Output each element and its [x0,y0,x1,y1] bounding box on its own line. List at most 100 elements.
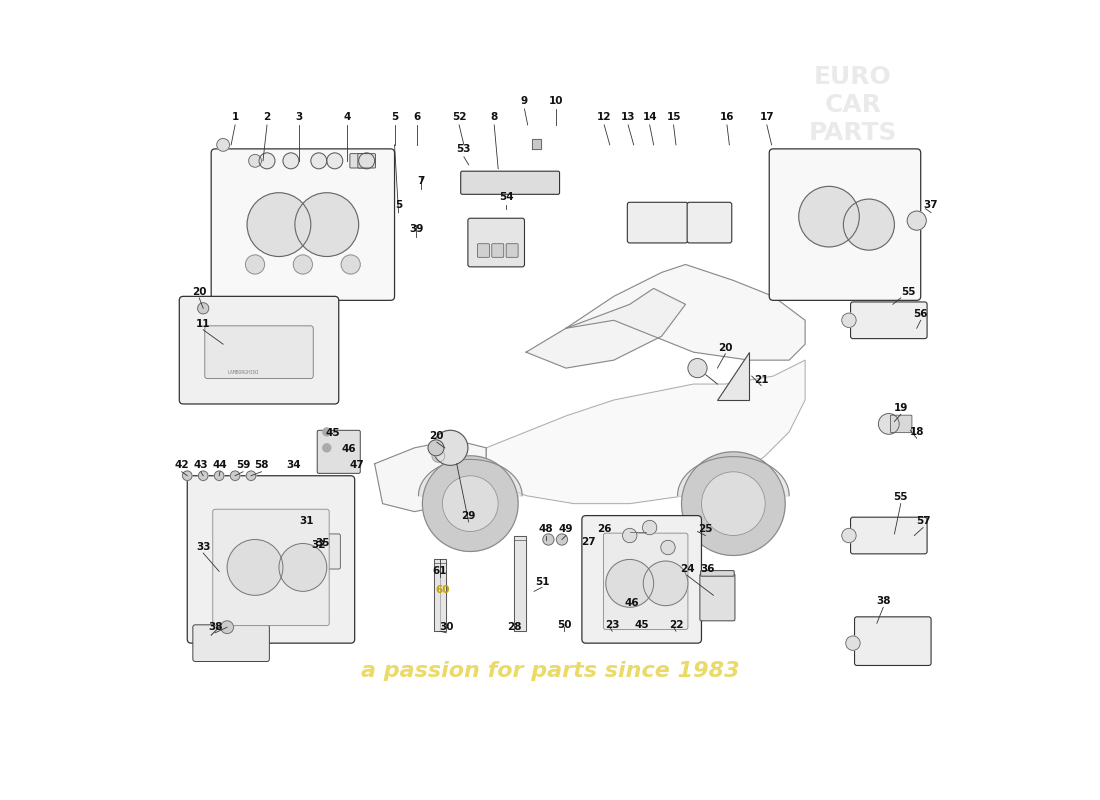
Text: 59: 59 [235,460,251,470]
Circle shape [661,540,675,554]
Text: 20: 20 [718,343,733,353]
Text: 46: 46 [624,598,639,608]
Text: 25: 25 [698,524,713,534]
FancyBboxPatch shape [212,510,329,626]
Circle shape [322,444,331,452]
Polygon shape [565,265,805,360]
Circle shape [217,138,230,151]
Text: 53: 53 [456,144,471,154]
Text: 20: 20 [192,287,207,298]
Text: 51: 51 [535,577,549,586]
FancyBboxPatch shape [187,476,354,643]
Circle shape [432,430,468,466]
Text: 4: 4 [343,112,351,122]
Text: 21: 21 [754,375,769,385]
FancyBboxPatch shape [468,218,525,267]
Circle shape [442,476,498,531]
Text: 20: 20 [429,431,444,441]
Circle shape [688,358,707,378]
Text: 1: 1 [231,112,239,122]
Text: a passion for parts since 1983: a passion for parts since 1983 [361,661,739,681]
Circle shape [682,452,785,555]
Text: 56: 56 [913,309,928,319]
Text: 10: 10 [549,96,563,106]
FancyBboxPatch shape [192,625,270,662]
Text: 55: 55 [893,492,907,502]
Text: 45: 45 [635,620,649,630]
FancyBboxPatch shape [701,570,734,576]
Circle shape [842,528,856,542]
Polygon shape [418,459,522,496]
Text: 55: 55 [902,287,916,298]
Circle shape [322,428,331,436]
FancyBboxPatch shape [492,244,504,258]
Circle shape [542,534,554,545]
Polygon shape [375,440,486,512]
FancyBboxPatch shape [688,202,732,243]
Text: 38: 38 [208,622,222,632]
Circle shape [341,255,361,274]
Circle shape [227,539,283,595]
Text: 37: 37 [924,200,938,210]
Circle shape [846,636,860,650]
Circle shape [279,543,327,591]
Circle shape [908,211,926,230]
Text: 60: 60 [436,585,450,594]
Circle shape [198,302,209,314]
Circle shape [258,153,275,169]
Circle shape [644,561,688,606]
Text: 7: 7 [417,176,425,186]
Text: 6: 6 [414,112,420,122]
Circle shape [844,199,894,250]
Text: 26: 26 [597,524,612,534]
Circle shape [799,186,859,247]
Text: 61: 61 [432,566,448,577]
Text: 18: 18 [910,427,924,437]
Text: 15: 15 [667,112,681,122]
Text: 13: 13 [620,112,636,122]
FancyBboxPatch shape [179,296,339,404]
Circle shape [248,193,311,257]
Circle shape [879,414,899,434]
Circle shape [214,471,224,481]
FancyBboxPatch shape [890,415,912,433]
Text: 35: 35 [316,538,330,549]
Text: 34: 34 [286,460,300,470]
FancyBboxPatch shape [850,302,927,338]
Circle shape [198,471,208,481]
Circle shape [183,471,192,481]
FancyBboxPatch shape [769,149,921,300]
Text: 27: 27 [581,537,595,547]
Text: 33: 33 [196,542,210,553]
Text: 9: 9 [521,96,528,106]
Text: 38: 38 [876,596,891,606]
FancyBboxPatch shape [855,617,931,666]
Text: 17: 17 [759,112,774,122]
Polygon shape [526,288,685,368]
Circle shape [283,153,299,169]
Circle shape [642,520,657,534]
Text: 22: 22 [669,620,683,630]
FancyBboxPatch shape [350,154,367,168]
Circle shape [432,450,444,462]
Text: 36: 36 [701,564,715,574]
Circle shape [311,153,327,169]
Circle shape [428,440,444,456]
FancyBboxPatch shape [582,515,702,643]
Text: 28: 28 [507,622,521,632]
Polygon shape [514,535,526,631]
Text: 29: 29 [462,510,476,521]
FancyBboxPatch shape [700,574,735,621]
Circle shape [422,456,518,551]
Text: 47: 47 [350,460,364,470]
Text: 31: 31 [299,516,315,526]
Polygon shape [486,360,805,504]
Circle shape [623,528,637,542]
FancyBboxPatch shape [477,244,490,258]
Text: EURO
CAR
PARTS: EURO CAR PARTS [808,66,898,145]
Text: 44: 44 [212,460,228,470]
Polygon shape [678,457,789,496]
Circle shape [295,193,359,257]
Text: 52: 52 [452,112,466,122]
Text: 3: 3 [295,112,302,122]
